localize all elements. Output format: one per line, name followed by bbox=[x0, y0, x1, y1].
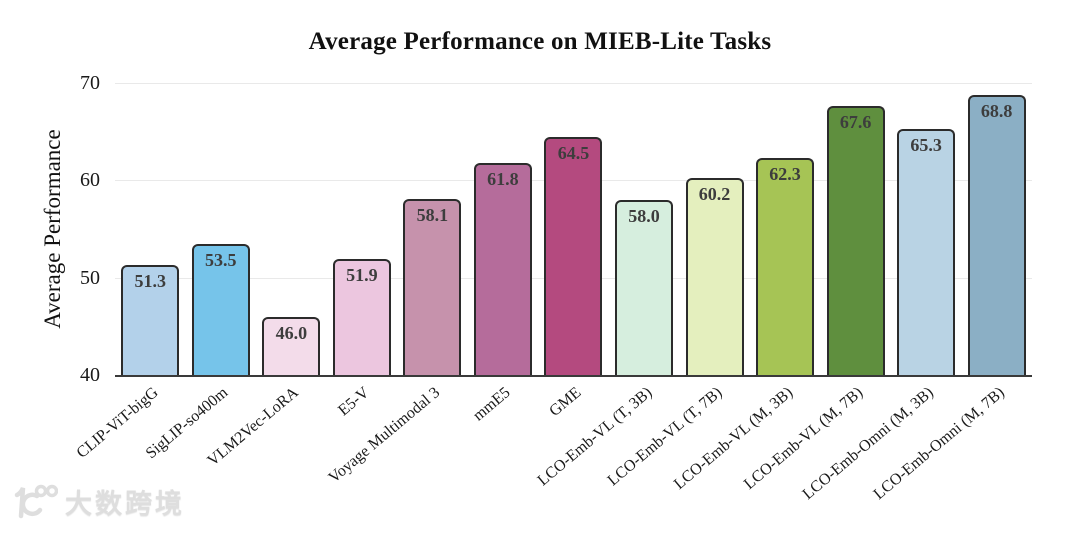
x-tick-label-LCO-Emb-VL (M, 7B): LCO-Emb-VL (M, 7B) bbox=[741, 384, 867, 493]
y-axis-label: Average Performance bbox=[40, 129, 65, 329]
bar-slot: 61.8 bbox=[468, 83, 539, 375]
bar-slot: 58.0 bbox=[609, 83, 680, 375]
bar-LCO-Emb-Omni (M, 3B): 65.3 bbox=[897, 128, 956, 375]
y-tick-label-50: 50 bbox=[80, 266, 100, 289]
bar-slot: 62.3 bbox=[750, 83, 821, 375]
y-tick-label-60: 60 bbox=[80, 169, 100, 192]
bar-LCO-Emb-VL (T, 3B): 58.0 bbox=[614, 199, 673, 375]
plot-area: 51.3 53.5 46.0 51.9 58.1 61.8 64.5 58.0 60.2 62.3… bbox=[115, 83, 1032, 377]
bar-value-label: 46.0 bbox=[275, 322, 308, 343]
x-tick-label-LCO-Emb-Omni (M, 7B): LCO-Emb-Omni (M, 7B) bbox=[870, 384, 1008, 504]
bars-container: 51.3 53.5 46.0 51.9 58.1 61.8 64.5 58.0 60.2 62.3… bbox=[115, 83, 1032, 375]
x-tick-label-GME: GME bbox=[546, 384, 585, 420]
bar-value-label: 61.8 bbox=[487, 168, 519, 189]
bar-LCO-Emb-VL (T, 7B): 60.2 bbox=[685, 178, 744, 375]
bar-value-label: 58.1 bbox=[416, 204, 449, 225]
bar-slot: 51.9 bbox=[327, 83, 398, 375]
x-tick-label-LCO-Emb-VL (T, 7B): LCO-Emb-VL (T, 7B) bbox=[604, 384, 726, 490]
watermark: 大数跨境 bbox=[10, 482, 185, 521]
bar-slot: 64.5 bbox=[538, 83, 609, 375]
bar-slot: 46.0 bbox=[256, 83, 327, 375]
bar-GME: 64.5 bbox=[544, 136, 603, 375]
bar-LCO-Emb-Omni (M, 7B): 68.8 bbox=[967, 94, 1026, 375]
bar-slot: 53.5 bbox=[186, 83, 257, 375]
bar-value-label: 51.3 bbox=[134, 271, 167, 292]
bar-CLIP-ViT-bigG: 51.3 bbox=[121, 265, 180, 375]
bar-slot: 58.1 bbox=[397, 83, 468, 375]
x-tick-label-mmE5: mmE5 bbox=[470, 384, 514, 425]
bar-LCO-Emb-VL (M, 7B): 67.6 bbox=[826, 106, 885, 375]
bar-Voyage Multimodal 3: 58.1 bbox=[403, 198, 462, 375]
chart-title: Average Performance on MIEB-Lite Tasks bbox=[308, 28, 772, 55]
gridline-y70 bbox=[115, 83, 1032, 84]
bar-LCO-Emb-VL (M, 3B): 62.3 bbox=[756, 157, 815, 375]
watermark-text: 大数跨境 bbox=[65, 489, 185, 519]
y-tick-label-40: 40 bbox=[80, 364, 100, 386]
bar-SigLIP-so400m: 53.5 bbox=[191, 243, 250, 375]
x-tick-label-LCO-Emb-Omni (M, 3B): LCO-Emb-Omni (M, 3B) bbox=[799, 384, 938, 504]
bar-value-label: 62.3 bbox=[769, 163, 801, 184]
x-tick-label-LCO-Emb-VL (M, 3B): LCO-Emb-VL (M, 3B) bbox=[670, 384, 797, 493]
x-tick-label-E5-V: E5-V bbox=[335, 384, 373, 420]
bar-value-label: 65.3 bbox=[910, 134, 942, 155]
bar-E5-V: 51.9 bbox=[332, 259, 391, 375]
y-tick-label-70: 70 bbox=[80, 72, 100, 94]
bar-slot: 68.8 bbox=[961, 83, 1032, 375]
bar-value-label: 60.2 bbox=[698, 184, 731, 205]
bar-slot: 67.6 bbox=[820, 83, 891, 375]
bar-value-label: 67.6 bbox=[839, 112, 872, 133]
bar-slot: 65.3 bbox=[891, 83, 962, 375]
bar-slot: 51.3 bbox=[115, 83, 186, 375]
bar-value-label: 51.9 bbox=[346, 265, 378, 286]
k100-logo-icon bbox=[14, 484, 58, 518]
bar-VLM2Vec-LoRA: 46.0 bbox=[262, 316, 321, 375]
bar-value-label: 53.5 bbox=[205, 249, 237, 270]
bar-value-label: 68.8 bbox=[980, 100, 1013, 121]
x-tick-label-LCO-Emb-VL (T, 3B): LCO-Emb-VL (T, 3B) bbox=[534, 384, 655, 490]
bar-mmE5: 61.8 bbox=[473, 162, 532, 375]
bar-slot: 60.2 bbox=[679, 83, 750, 375]
bar-value-label: 58.0 bbox=[628, 205, 660, 226]
bar-value-label: 64.5 bbox=[557, 142, 590, 163]
